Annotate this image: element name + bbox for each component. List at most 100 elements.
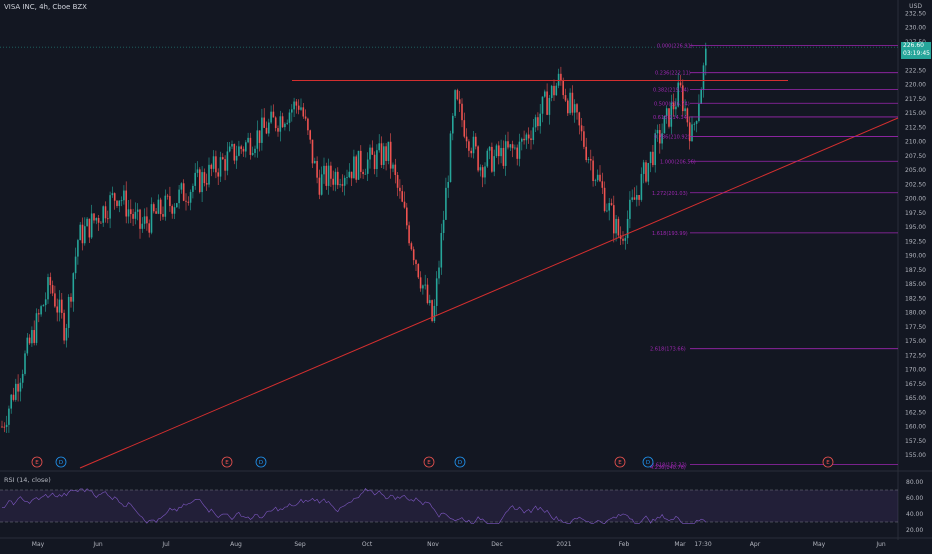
- candle-body: [17, 383, 19, 392]
- candle: [125, 181, 127, 224]
- rsi-indicator-label[interactable]: RSI (14, close): [4, 476, 51, 484]
- candle-body: [507, 141, 509, 148]
- earnings-dividend-marker[interactable]: D: [454, 456, 466, 468]
- candle: [550, 84, 553, 102]
- candle-body: [226, 151, 229, 171]
- fib-level-label: 0.382(219.14): [653, 88, 689, 94]
- candle-body: [123, 190, 125, 201]
- candle-body: [346, 177, 348, 178]
- price-tick-label: 187.50: [905, 267, 926, 274]
- candle-body: [516, 147, 518, 159]
- candle-body: [44, 299, 47, 306]
- earnings-dividend-marker[interactable]: E: [221, 456, 233, 468]
- candle-body: [532, 127, 535, 140]
- candle-body: [67, 296, 70, 328]
- candle: [231, 140, 233, 150]
- candle-body: [217, 172, 219, 177]
- candle: [475, 133, 477, 150]
- candle: [668, 108, 670, 129]
- candle: [426, 278, 429, 305]
- candle-body: [640, 173, 643, 200]
- event-marker-circle: [221, 456, 233, 468]
- earnings-dividend-marker[interactable]: E: [423, 456, 435, 468]
- fib-level-label: 0.618(214.34): [653, 115, 689, 121]
- candle: [185, 193, 187, 211]
- candle: [562, 77, 564, 99]
- event-marker-letter: D: [59, 460, 63, 466]
- candle-body: [702, 65, 705, 90]
- candle-body: [383, 146, 385, 165]
- candle: [695, 120, 698, 133]
- earnings-dividend-marker[interactable]: E: [31, 456, 43, 468]
- candle: [417, 263, 420, 280]
- candle-body: [263, 117, 265, 128]
- event-marker-letter: E: [618, 460, 622, 466]
- candle: [603, 181, 606, 213]
- candle-body: [86, 218, 88, 227]
- price-tick-label: 210.00: [905, 139, 926, 146]
- candle: [136, 203, 139, 221]
- candle-body: [521, 138, 523, 142]
- candle: [348, 163, 351, 179]
- fib-level-label: 0.000(226.91): [657, 43, 693, 49]
- earnings-dividend-marker[interactable]: D: [255, 456, 267, 468]
- candle: [495, 143, 498, 159]
- candle-body: [302, 107, 305, 117]
- candle-body: [47, 277, 49, 300]
- candle-body: [447, 181, 449, 188]
- candle-body: [254, 148, 256, 153]
- candle: [403, 191, 406, 209]
- earnings-dividend-marker[interactable]: E: [614, 456, 626, 468]
- candle-body: [700, 89, 702, 104]
- candle-body: [495, 145, 498, 157]
- candle: [691, 116, 693, 142]
- candle: [155, 208, 157, 214]
- earnings-dividend-marker[interactable]: D: [55, 456, 67, 468]
- candle-body: [173, 207, 176, 214]
- candle-body: [205, 183, 208, 185]
- fib-level-label: 0.500(216.74): [654, 101, 690, 107]
- event-marker-circle: [822, 456, 834, 468]
- candle-body: [691, 124, 693, 142]
- candle-body: [116, 200, 118, 206]
- candle: [323, 157, 325, 184]
- candle-body: [371, 147, 374, 155]
- candle-body: [606, 210, 608, 212]
- candle: [113, 192, 116, 210]
- candle-body: [233, 144, 236, 161]
- candle: [675, 98, 677, 117]
- candle: [215, 150, 217, 179]
- price-tick-label: 202.50: [905, 181, 926, 188]
- candle: [442, 210, 445, 241]
- candle-body: [261, 117, 263, 143]
- candle: [258, 130, 261, 152]
- candle-body: [334, 171, 337, 185]
- candle: [613, 195, 615, 243]
- candle-body: [100, 222, 102, 224]
- price-tick-label: 197.50: [905, 210, 926, 217]
- candle-body: [38, 313, 40, 315]
- fib-level-label: 2.618(173.66): [650, 347, 686, 353]
- candle: [369, 144, 371, 169]
- time-tick-label: Feb: [619, 541, 630, 548]
- event-marker-circle: [55, 456, 67, 468]
- earnings-dividend-marker[interactable]: E: [822, 456, 834, 468]
- candle: [123, 185, 125, 205]
- candle: [537, 112, 539, 131]
- candle: [626, 210, 629, 245]
- candle-body: [429, 300, 431, 304]
- event-marker-letter: E: [826, 460, 830, 466]
- candle-body: [677, 82, 679, 107]
- candle: [350, 171, 353, 186]
- candle-body: [573, 104, 576, 113]
- candle-body: [665, 108, 668, 116]
- candle: [631, 189, 633, 203]
- candle-body: [288, 112, 291, 123]
- candle: [210, 163, 213, 177]
- candle: [182, 179, 185, 202]
- earnings-dividend-marker[interactable]: D: [642, 456, 654, 468]
- candle-body: [438, 267, 440, 279]
- event-marker-circle: [255, 456, 267, 468]
